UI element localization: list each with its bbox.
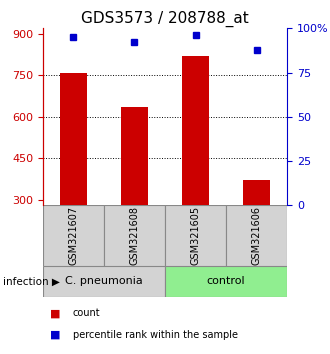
Text: C. pneumonia: C. pneumonia <box>65 276 143 286</box>
Text: ■: ■ <box>50 308 60 318</box>
Bar <box>60 73 87 205</box>
Text: GSM321605: GSM321605 <box>190 206 201 265</box>
Text: GSM321608: GSM321608 <box>129 206 140 265</box>
Text: ■: ■ <box>50 330 60 339</box>
Text: control: control <box>207 276 246 286</box>
Bar <box>165 205 226 266</box>
Title: GDS3573 / 208788_at: GDS3573 / 208788_at <box>81 11 249 27</box>
Text: GSM321607: GSM321607 <box>68 206 79 265</box>
Text: GSM321606: GSM321606 <box>251 206 262 265</box>
Bar <box>165 266 287 297</box>
Text: infection ▶: infection ▶ <box>3 276 60 286</box>
Bar <box>121 107 148 205</box>
Text: count: count <box>73 308 100 318</box>
Bar <box>43 266 165 297</box>
Text: percentile rank within the sample: percentile rank within the sample <box>73 330 238 339</box>
Bar <box>243 181 270 205</box>
Bar <box>43 205 104 266</box>
Bar <box>104 205 165 266</box>
Bar <box>226 205 287 266</box>
Bar <box>182 56 209 205</box>
